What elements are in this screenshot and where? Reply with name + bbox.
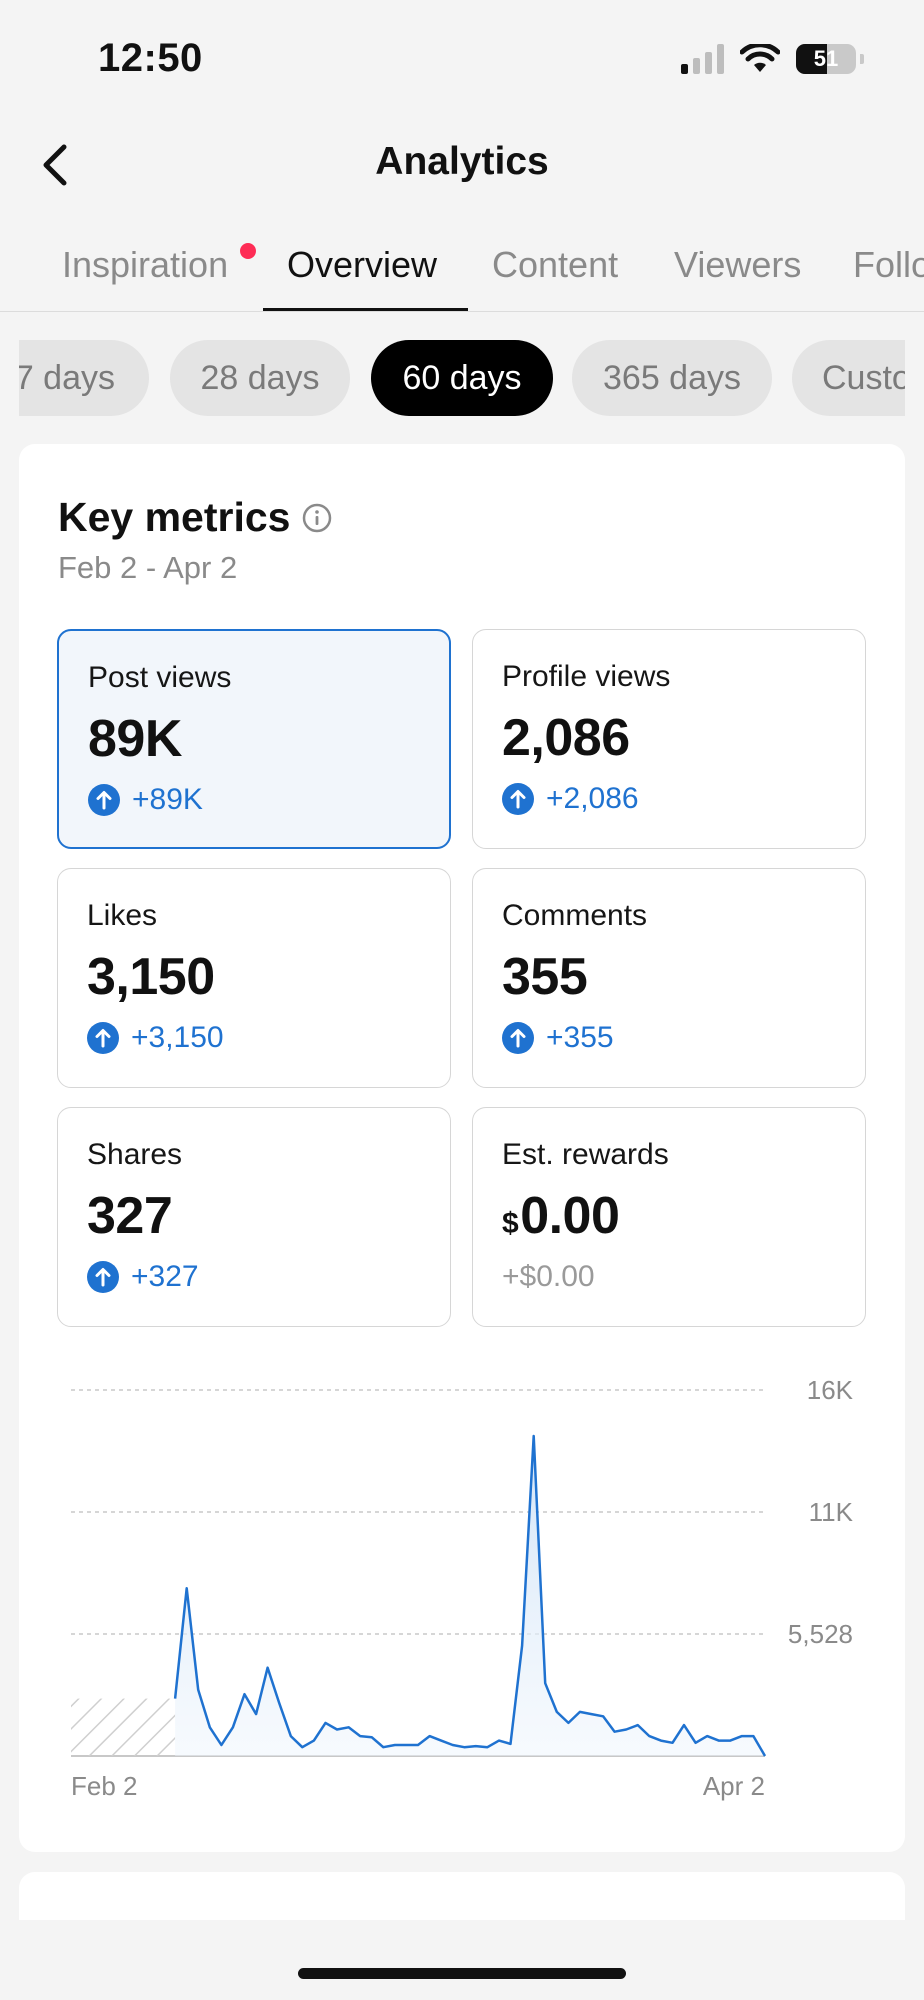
metric-value: 327: [87, 1187, 173, 1245]
key-metrics-title: Key metrics: [58, 494, 291, 540]
x-axis-start-label: Feb 2: [71, 1771, 138, 1801]
status-bar: 12:50 51: [0, 0, 924, 120]
metric-label: Comments: [502, 899, 648, 932]
metric-delta: +327: [87, 1260, 199, 1294]
metric-delta: +89K: [88, 783, 203, 817]
metric-delta-value: +3,150: [131, 1021, 224, 1054]
battery-tip: [860, 54, 864, 64]
metric-value: 355: [502, 948, 588, 1006]
tab-viewers[interactable]: Viewers: [674, 244, 802, 285]
range-chip-7-days[interactable]: 7 days: [19, 340, 149, 416]
range-chip-365-days[interactable]: 365 days: [572, 340, 772, 416]
y-tick-label: 5,528: [788, 1619, 853, 1649]
metric-delta: +$0.00: [502, 1260, 595, 1294]
key-metrics-date-range: Feb 2 - Apr 2: [58, 550, 238, 585]
chevron-left-icon: [43, 144, 67, 186]
active-tab-indicator: [263, 308, 468, 311]
next-section-card: [19, 1872, 905, 1920]
key-metrics-heading: Key metrics: [58, 494, 332, 541]
info-icon[interactable]: [302, 503, 332, 533]
arrow-up-circle-icon: [87, 1022, 119, 1054]
metric-delta: +3,150: [87, 1021, 224, 1055]
metric-delta: +2,086: [502, 782, 639, 816]
range-chip-60-days[interactable]: 60 days: [371, 340, 553, 416]
arrow-up-circle-icon: [502, 1022, 534, 1054]
metric-delta-value: +327: [131, 1260, 199, 1293]
metric-label: Post views: [88, 661, 232, 694]
metric-delta: +355: [502, 1021, 614, 1055]
key-metrics-card: Key metrics Feb 2 - Apr 2 Post views 89K…: [19, 444, 905, 1852]
range-chip-custom[interactable]: Custo: [792, 340, 905, 416]
metric-card-likes[interactable]: Likes 3,150 +3,150: [57, 868, 451, 1088]
series-area: [175, 1436, 766, 1756]
notification-dot: [240, 243, 256, 259]
metric-card-comments[interactable]: Comments 355 +355: [472, 868, 866, 1088]
metric-value: 3,150: [87, 948, 215, 1006]
metric-label: Likes: [87, 899, 158, 932]
metric-delta-value: +$0.00: [502, 1260, 595, 1293]
arrow-up-circle-icon: [502, 783, 534, 815]
metric-value-number: 0.00: [520, 1187, 620, 1245]
chart-svg: 5,528 11K 16K Feb 2 Apr 2: [71, 1375, 854, 1801]
arrow-up-circle-icon: [88, 784, 120, 816]
metric-value: 2,086: [502, 709, 630, 767]
battery-level: 51: [813, 46, 839, 71]
x-axis-end-label: Apr 2: [703, 1771, 765, 1801]
header: Analytics: [0, 120, 924, 210]
arrow-up-circle-icon: [87, 1261, 119, 1293]
currency-symbol: $: [502, 1207, 519, 1240]
metric-card-post-views[interactable]: Post views 89K +89K: [57, 629, 451, 849]
battery-icon: 51: [796, 44, 856, 74]
metric-delta-value: +89K: [132, 783, 203, 816]
metric-label: Est. rewards: [502, 1138, 669, 1171]
tab-inspiration[interactable]: Inspiration: [62, 244, 229, 285]
wifi-icon: [740, 44, 780, 72]
y-tick-label: 16K: [807, 1375, 854, 1405]
tab-bar: Inspiration Overview Content Viewers Fol…: [0, 228, 924, 312]
metric-card-est-rewards[interactable]: Est. rewards $0.00 +$0.00: [472, 1107, 866, 1327]
status-time: 12:50: [98, 36, 203, 80]
tab-content[interactable]: Content: [492, 244, 619, 285]
metric-delta-value: +2,086: [546, 782, 639, 815]
metric-label: Shares: [87, 1138, 183, 1171]
metric-card-shares[interactable]: Shares 327 +327: [57, 1107, 451, 1327]
home-indicator[interactable]: [298, 1968, 626, 1979]
back-button[interactable]: [30, 138, 80, 192]
metric-card-profile-views[interactable]: Profile views 2,086 +2,086: [472, 629, 866, 849]
series-line: [173, 1434, 767, 1757]
metric-label: Profile views: [502, 660, 671, 693]
tab-overview[interactable]: Overview: [287, 244, 438, 285]
no-data-region: [71, 1698, 176, 1756]
date-range-selector: 7 days 28 days 60 days 365 days Custo: [19, 340, 905, 416]
cellular-signal-icon: [681, 44, 724, 74]
page-title: Analytics: [375, 140, 549, 183]
metric-value: 89K: [88, 710, 182, 768]
metric-value: $0.00: [502, 1186, 620, 1246]
post-views-chart: 5,528 11K 16K Feb 2 Apr 2: [19, 1350, 905, 1820]
metric-delta-value: +355: [546, 1021, 614, 1054]
tab-followers[interactable]: Follo: [853, 244, 924, 285]
range-chip-28-days[interactable]: 28 days: [170, 340, 350, 416]
y-tick-label: 11K: [809, 1497, 854, 1527]
status-icons: 51: [681, 44, 864, 74]
